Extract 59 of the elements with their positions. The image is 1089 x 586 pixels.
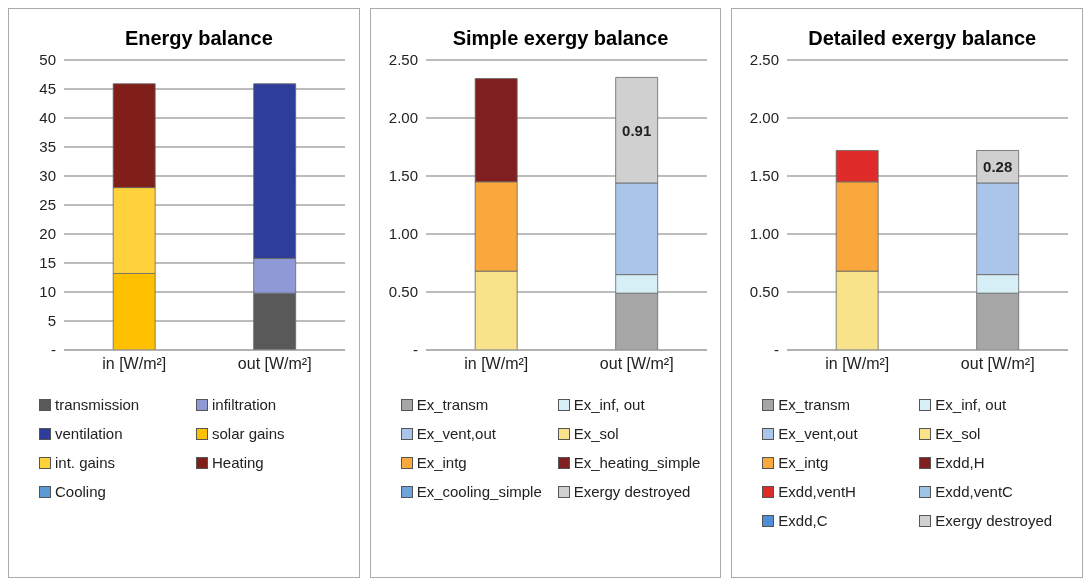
x-tick-label: in [W/m²]	[102, 355, 167, 373]
legend-label: Ex_transm	[778, 396, 851, 413]
y-tick-label: 1.00	[750, 225, 780, 243]
x-tick-label: out [W/m²]	[237, 355, 312, 373]
y-tick-label: -	[774, 341, 780, 359]
chart-title: Energy balance	[123, 27, 274, 50]
legend-label: Exdd,ventH	[778, 483, 856, 500]
legend-label: Ex_heating_simple	[573, 454, 701, 471]
legend-label: Cooling	[55, 483, 106, 500]
y-tick-label: 20	[39, 225, 56, 243]
y-tick-label: 2.50	[750, 51, 780, 69]
legend-label: solar gains	[212, 425, 285, 442]
legend-label: Ex_vent,out	[778, 425, 858, 442]
y-tick-label: 15	[39, 254, 56, 272]
y-tick-label: 10	[39, 283, 56, 301]
y-tick-label: 2.50	[388, 51, 418, 69]
legend-label: Ex_intg	[778, 454, 829, 471]
legend-label: int. gains	[55, 454, 116, 471]
y-tick-label: 50	[39, 51, 56, 69]
legend-label: Ex_vent,out	[416, 425, 496, 442]
y-tick-label: 25	[39, 196, 56, 214]
legend-label: Exdd,H	[935, 454, 985, 471]
y-tick-label: 30	[39, 167, 56, 185]
chart-title: Simple exergy balance	[451, 27, 670, 50]
legend-label: Heating	[212, 454, 264, 471]
legend-label: Ex_sol	[573, 425, 619, 442]
x-tick-label: out [W/m²]	[961, 355, 1035, 373]
legend-label: Exergy destroyed	[573, 483, 691, 500]
y-tick-label: 1.50	[750, 167, 780, 185]
y-tick-label: 1.50	[388, 167, 418, 185]
y-tick-label: 0.50	[750, 283, 780, 301]
data-label: 0.28	[983, 158, 1013, 176]
legend-label: Ex_transm	[416, 396, 489, 413]
x-tick-label: in [W/m²]	[463, 355, 528, 373]
x-tick-label: in [W/m²]	[825, 355, 890, 373]
y-tick-label: 2.00	[388, 109, 418, 127]
y-tick-label: 0.50	[388, 283, 418, 301]
legend-label: ventilation	[55, 425, 123, 442]
y-tick-label: 2.00	[750, 109, 780, 127]
legend-label: Exdd,ventC	[935, 483, 1013, 500]
x-tick-label: out [W/m²]	[599, 355, 674, 373]
y-tick-label: -	[412, 341, 418, 359]
legend-label: infiltration	[212, 396, 277, 413]
y-tick-label: 35	[39, 138, 56, 156]
y-tick-label: 5	[47, 312, 56, 330]
legend-label: Ex_inf, out	[573, 396, 645, 413]
legend-label: Ex_intg	[416, 454, 467, 471]
chart-title: Detailed exergy balance	[807, 27, 1038, 50]
legend-label: Exergy destroyed	[935, 512, 1053, 529]
y-tick-label: 1.00	[388, 225, 418, 243]
legend-label: transmission	[55, 396, 140, 413]
legend-label: Ex_inf, out	[935, 396, 1007, 413]
legend-label: Ex_cooling_simple	[416, 483, 542, 500]
legend-label: Ex_sol	[935, 425, 981, 442]
y-tick-label: 45	[39, 80, 56, 98]
data-label: 0.91	[621, 121, 651, 139]
legend-label: Exdd,C	[778, 512, 828, 529]
y-tick-label: 40	[39, 109, 56, 127]
y-tick-label: -	[51, 341, 56, 359]
